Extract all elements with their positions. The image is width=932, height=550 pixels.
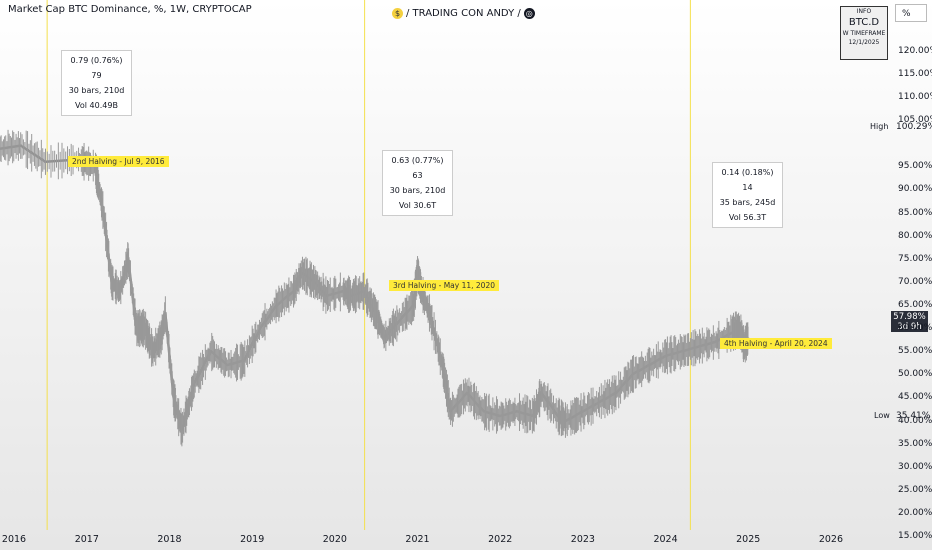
stats-box-2016: 0.79 (0.76%) 79 30 bars, 210d Vol 40.49B bbox=[61, 50, 132, 116]
x-tick-label: 2016 bbox=[1, 534, 27, 545]
y-tick-label: 110.00% bbox=[898, 92, 932, 103]
last-price-countdown: 3d 9h bbox=[897, 322, 922, 332]
y-tick-label: 70.00% bbox=[898, 276, 932, 287]
stats-box-2024: 0.14 (0.18%) 14 35 bars, 245d Vol 56.3T bbox=[712, 162, 783, 228]
info-symbol: BTC.D bbox=[848, 17, 880, 28]
y-tick-label: 15.00% bbox=[898, 531, 932, 542]
x-tick-label: 2021 bbox=[405, 534, 430, 545]
brand-text: / TRADING CON ANDY / bbox=[406, 8, 521, 19]
last-price-value: 57.98% bbox=[893, 312, 926, 322]
y-tick-label: 85.00% bbox=[898, 207, 932, 218]
chart-title: Market Cap BTC Dominance, %, 1W, CRYPTOC… bbox=[8, 4, 252, 15]
low-value: 35.41% bbox=[896, 411, 931, 421]
y-tick-label: 105.00% bbox=[898, 115, 932, 126]
y-tick-label: 95.00% bbox=[898, 161, 932, 172]
y-tick-label: 35.00% bbox=[898, 438, 932, 449]
low-label: Low bbox=[874, 411, 890, 420]
halving-label-2016: 2nd Halving - Jul 9, 2016 bbox=[68, 156, 169, 167]
stats-bars: 35 bars, 245d bbox=[719, 198, 776, 207]
info-heading: INFO bbox=[856, 8, 872, 15]
info-date: 12/1/2025 bbox=[848, 39, 880, 46]
x-tick-label: 2023 bbox=[570, 534, 595, 545]
stats-bars: 30 bars, 210d bbox=[389, 186, 446, 195]
halving-label-2024: 4th Halving - April 20, 2024 bbox=[720, 338, 832, 349]
y-tick-label: 45.00% bbox=[898, 392, 932, 403]
x-tick-label: 2018 bbox=[157, 534, 182, 545]
stats-volume: Vol 40.49B bbox=[75, 101, 118, 110]
x-tick-label: 2026 bbox=[818, 534, 844, 545]
stats-change: 0.63 (0.77%) 63 bbox=[391, 156, 444, 180]
stats-volume: Vol 30.6T bbox=[398, 201, 437, 210]
x-tick-label: 2024 bbox=[653, 534, 678, 545]
x-tick-label: 2020 bbox=[322, 534, 347, 545]
x-tick-label: 2017 bbox=[74, 534, 99, 545]
stats-change: 0.79 (0.76%) 79 bbox=[70, 56, 123, 80]
y-tick-label: 115.00% bbox=[898, 68, 932, 79]
x-tick-label: 2022 bbox=[488, 534, 513, 545]
y-tick-label: 80.00% bbox=[898, 230, 932, 241]
percent-scale-button[interactable]: % bbox=[895, 4, 927, 22]
y-tick-label: 50.00% bbox=[898, 369, 932, 380]
high-value: 100.29% bbox=[896, 122, 932, 132]
high-label: High bbox=[870, 122, 889, 131]
y-tick-label: 20.00% bbox=[898, 508, 932, 519]
y-tick-label: 25.00% bbox=[898, 484, 932, 495]
info-box: INFO BTC.D W TIMEFRAME 12/1/2025 bbox=[840, 6, 888, 60]
y-tick-label: 90.00% bbox=[898, 184, 932, 195]
money-bag-icon: $ bbox=[392, 8, 403, 19]
y-tick-label: 60.00% bbox=[898, 323, 932, 334]
x-tick-label: 2025 bbox=[736, 534, 761, 545]
y-tick-label: 65.00% bbox=[898, 300, 932, 311]
stats-change: 0.14 (0.18%) 14 bbox=[721, 168, 774, 192]
stats-box-2020: 0.63 (0.77%) 63 30 bars, 210d Vol 30.6T bbox=[382, 150, 453, 216]
y-tick-label: 75.00% bbox=[898, 253, 932, 264]
y-tick-label: 55.00% bbox=[898, 346, 932, 357]
halving-label-2020: 3rd Halving - May 11, 2020 bbox=[389, 280, 499, 291]
x-tick-label: 2019 bbox=[240, 534, 265, 545]
y-tick-label: 40.00% bbox=[898, 415, 932, 426]
globe-icon: ◎ bbox=[523, 8, 535, 19]
y-tick-label: 30.00% bbox=[898, 461, 932, 472]
stats-volume: Vol 56.3T bbox=[728, 213, 767, 222]
brand-label: $ / TRADING CON ANDY / ◎ bbox=[392, 8, 535, 19]
stats-bars: 30 bars, 210d bbox=[68, 86, 125, 95]
info-timeframe: W TIMEFRAME bbox=[842, 30, 886, 37]
last-price-tag: 57.98% 3d 9h bbox=[891, 311, 928, 332]
y-tick-label: 120.00% bbox=[898, 45, 932, 56]
